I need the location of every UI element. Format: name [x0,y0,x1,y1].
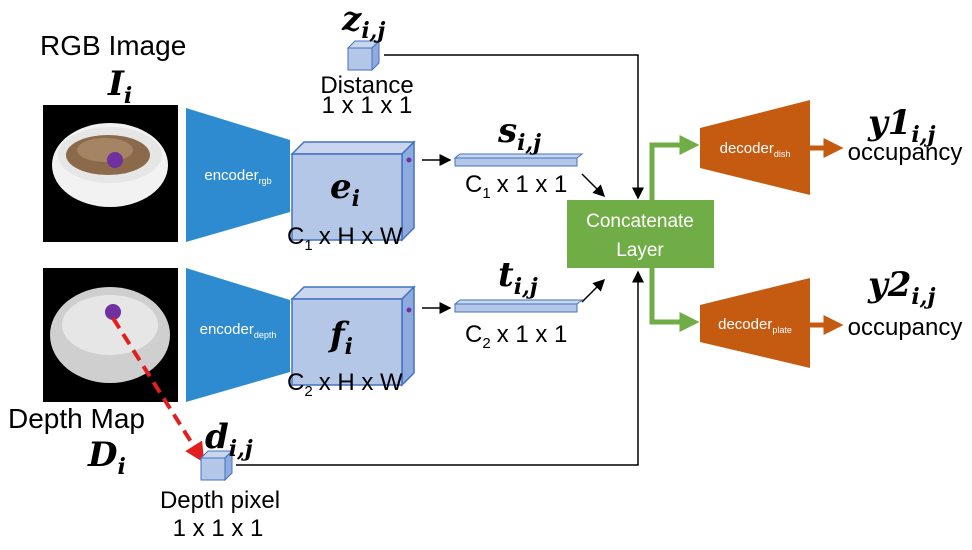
distance-symbol: zi,j [341,0,385,44]
vector-symbol: ti,j [498,255,538,300]
symbol: d [205,417,229,457]
concat-label: Layer [616,240,664,261]
symbol: I [107,64,125,104]
vector-t [455,300,582,312]
distance-dims: 1 x 1 x 1 [322,92,413,119]
dim-sub: 2 [482,335,490,352]
symbol: t [498,255,514,295]
output-label: occupancy [848,314,963,341]
subscript: depth [254,330,277,340]
subscript: rgb [259,176,272,186]
dim-rest: x H x W [319,369,403,396]
dim-rest: x H x W [319,223,403,250]
subscript: i,j [361,18,385,44]
symbol: y1 [867,103,911,143]
output-label: occupancy [848,139,963,166]
label: encoder [204,167,258,184]
rgb-symbol: Ii [107,64,132,109]
depth-image [43,268,178,402]
label: encoder [200,321,254,338]
depth-pixel-label: Depth pixel [160,487,280,514]
depth-pixel-symbol: di,j [205,417,253,462]
arrow [652,268,692,322]
arrow [652,145,692,200]
symbol: s [497,111,517,151]
dim-base: C [465,321,482,348]
dim-base: C [465,171,482,198]
output-symbol: y2i,j [867,265,935,310]
symbol: y2 [867,265,911,305]
symbol: e [330,167,352,207]
symbol: D [87,435,118,475]
subscript: dish [774,149,791,159]
arrow [582,174,604,196]
dim-sub: 1 [304,237,312,254]
subscript: i [117,454,125,480]
diagram: RGB Image Ii Depth Map Di encoderrgb enc… [0,0,972,550]
concat-label: Concatenate [586,211,694,232]
rgb-image [43,105,178,242]
subscript: i,j [517,130,541,156]
depth-title: Depth Map [8,403,145,434]
symbol: z [341,0,362,39]
label: decoder [718,316,772,333]
subscript: i [352,186,360,212]
rgb-title: RGB Image [40,30,186,61]
dim-base: C [287,369,304,396]
arrow [582,280,604,302]
subscript: i,j [911,284,935,310]
subscript: plate [772,325,792,335]
dim-sub: 1 [482,185,490,202]
subscript: i,j [229,436,253,462]
dim-sub: 2 [304,383,312,400]
subscript: i,j [514,274,538,300]
distance-cube [348,41,379,70]
dim-rest: x 1 x 1 [497,171,568,198]
vector-symbol: si,j [497,111,541,156]
dim-rest: x 1 x 1 [497,321,568,348]
depth-pixel-dims: 1 x 1 x 1 [173,515,264,542]
vector-dims: C2 x 1 x 1 [465,321,567,352]
subscript: i [345,334,353,360]
label: decoder [720,140,774,157]
dim-base: C [287,223,304,250]
vector-dims: C1 x 1 x 1 [465,171,567,202]
depth-symbol: Di [87,435,126,480]
